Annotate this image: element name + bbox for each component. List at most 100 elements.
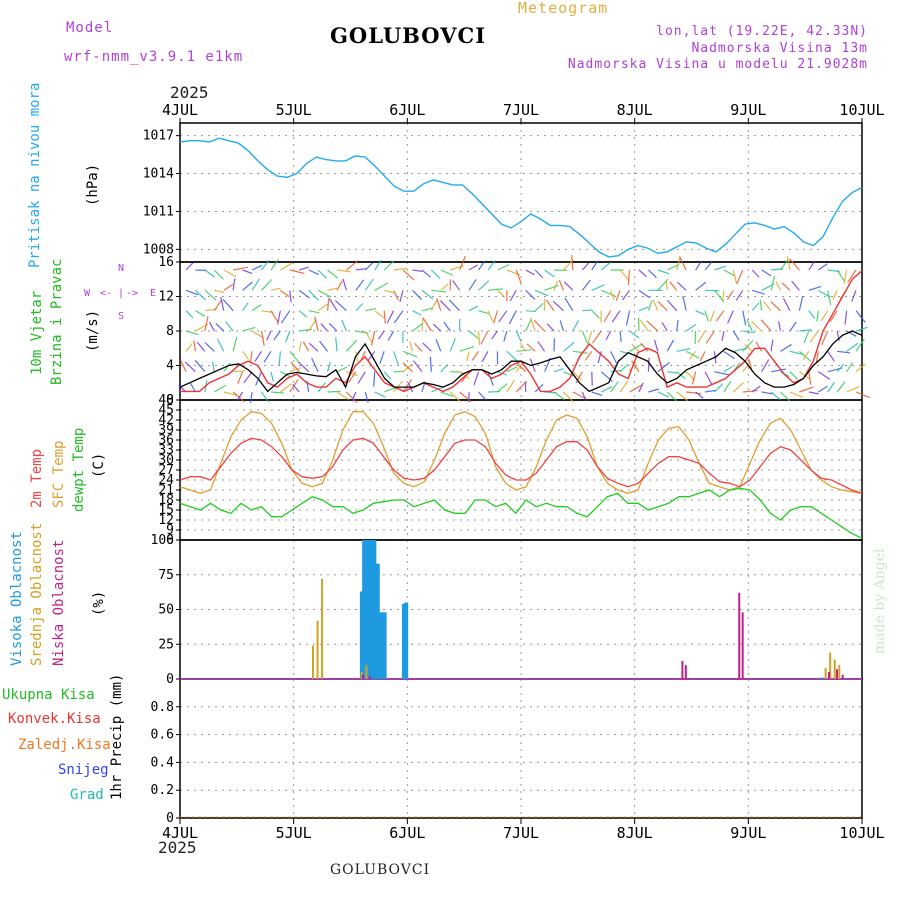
wind-arrow bbox=[223, 391, 238, 397]
wind-arrow bbox=[808, 391, 819, 395]
wind-arrow bbox=[846, 385, 860, 393]
wind-arrow bbox=[714, 383, 724, 393]
wind-arrow bbox=[328, 322, 338, 332]
year-bottom: 2025 bbox=[158, 838, 197, 857]
temp-2m-line bbox=[179, 437, 863, 494]
wind-arrow bbox=[364, 278, 374, 291]
cloud-low-bar bbox=[828, 672, 831, 679]
wind-arrow bbox=[478, 310, 490, 315]
wind-arrow bbox=[610, 351, 617, 364]
wind-arrow bbox=[591, 284, 605, 291]
wind-arrow bbox=[851, 290, 857, 302]
wind-arrow bbox=[763, 300, 772, 312]
wind-arrow bbox=[648, 388, 660, 393]
wind-arrow bbox=[798, 295, 804, 311]
wind-arrow bbox=[473, 371, 480, 386]
wind-arrow bbox=[582, 309, 593, 312]
wind-arrow bbox=[781, 282, 791, 291]
wind-arrow bbox=[506, 366, 518, 373]
wind-arrow bbox=[591, 391, 603, 397]
wind-arrow bbox=[619, 330, 622, 343]
wind-arrow bbox=[298, 361, 310, 373]
wind-arrow bbox=[780, 259, 789, 271]
precipitation-ytick-label: 0.6 bbox=[151, 728, 174, 743]
wind-arrow bbox=[657, 391, 669, 398]
wind-arrow bbox=[799, 386, 814, 393]
wind-arrow bbox=[667, 263, 680, 271]
wind-arrow bbox=[855, 363, 866, 373]
temperature-ytick-label: 27 bbox=[158, 463, 174, 478]
wind-arrow bbox=[204, 316, 209, 332]
temperature-ytick-label: 12 bbox=[158, 513, 174, 528]
compass-arrow-right: -> bbox=[126, 288, 139, 299]
wind-arrow bbox=[292, 383, 300, 393]
wind-arrow bbox=[722, 290, 725, 301]
wind-arrow bbox=[195, 289, 206, 301]
wind-arrow bbox=[817, 263, 828, 271]
wind-arrow bbox=[383, 371, 392, 380]
legend-convective-rain: Konvek.Kisa bbox=[8, 711, 101, 727]
wind-arrow bbox=[213, 299, 223, 312]
wind-arrow bbox=[653, 339, 659, 352]
wind-arrow bbox=[619, 363, 629, 373]
wind-arrow bbox=[837, 350, 851, 354]
pressure-line bbox=[179, 137, 863, 258]
wind-arrow bbox=[261, 279, 273, 291]
pressure-ytick-label: 1014 bbox=[143, 167, 174, 182]
wind-arrow bbox=[393, 267, 408, 271]
wind-arrow bbox=[564, 297, 574, 311]
wind-arrow bbox=[715, 310, 725, 322]
compass-bar: | bbox=[118, 288, 125, 299]
cloud-low-bar bbox=[681, 660, 684, 679]
wind-arrow bbox=[448, 299, 461, 312]
wind-arrow bbox=[782, 297, 791, 311]
wind-arrow bbox=[808, 371, 812, 385]
cloud-high-bar bbox=[382, 612, 387, 679]
wind-arrow bbox=[493, 310, 498, 324]
wind-arrow bbox=[611, 310, 621, 323]
wind-arrow bbox=[761, 391, 773, 395]
wind-arrow bbox=[676, 320, 679, 332]
wind-arrow bbox=[345, 339, 358, 352]
wind-arrow bbox=[553, 391, 565, 401]
wind-arrow bbox=[365, 308, 377, 312]
wind-arrow bbox=[242, 326, 256, 332]
wind-arrow bbox=[742, 361, 751, 373]
wind-arrow bbox=[387, 330, 395, 341]
temperature-ytick-label: 18 bbox=[158, 493, 174, 508]
wind-arrow bbox=[639, 319, 649, 332]
wind-arrow bbox=[666, 299, 678, 312]
wind-arrow bbox=[393, 310, 404, 324]
wind-arrow bbox=[402, 269, 415, 281]
wind-arrow bbox=[185, 343, 193, 352]
wind-arrow bbox=[440, 391, 454, 398]
wind-arrow bbox=[827, 290, 832, 306]
wind-arrow bbox=[789, 391, 804, 398]
wind-arrow bbox=[713, 289, 725, 303]
wind-arrow bbox=[468, 305, 479, 312]
wind-arrow bbox=[374, 282, 389, 291]
wind-arrow bbox=[572, 391, 587, 400]
wind-arrow bbox=[559, 320, 565, 332]
wind-arrow bbox=[314, 316, 319, 332]
wind-arrow bbox=[355, 279, 365, 291]
x-tick-label-bottom: 8JUL bbox=[617, 824, 653, 842]
wind-arrow bbox=[581, 279, 591, 291]
wind-arrow bbox=[433, 323, 442, 332]
wind-arrow bbox=[770, 339, 774, 352]
wind-arrow bbox=[233, 266, 249, 271]
wind-arrow bbox=[855, 310, 866, 323]
cloud-high-bar bbox=[368, 540, 373, 679]
wind-arrow bbox=[546, 323, 555, 332]
wind-arrow bbox=[836, 381, 846, 393]
wind-arrow bbox=[261, 391, 269, 403]
wind-arrow bbox=[364, 261, 374, 271]
wind-arrow bbox=[184, 361, 196, 373]
compass-e: E bbox=[150, 288, 157, 299]
wind-arrow bbox=[412, 289, 423, 300]
wind-arrow bbox=[563, 341, 575, 352]
temperature-ytick-label: 39 bbox=[158, 423, 174, 438]
wind-arrow bbox=[563, 259, 574, 271]
wind-arrow bbox=[266, 330, 272, 341]
wind-arrow bbox=[584, 350, 593, 361]
